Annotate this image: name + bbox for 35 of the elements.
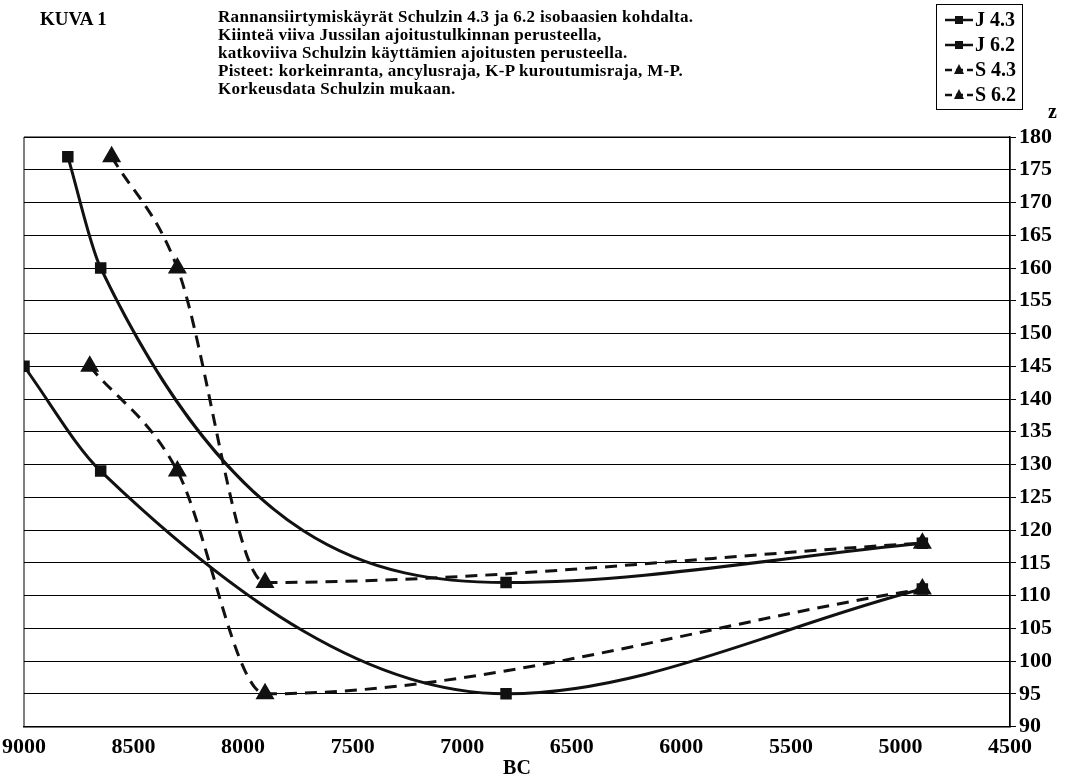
- chart-subtitle: Rannansiirtymiskäyrät Schulzin 4.3 ja 6.2 isobaasien kohdalta. Kiinteä viiva Jussilan ajoitustulkinnan perusteella, katkoviiva Schulzin käyttämien ajoitusten perusteella. Pisteet: korkeinranta, ancylusraja, K-P kuroutumisraja, M-P. Korkeusdata Schulzin mukaan.: [218, 7, 694, 98]
- x-tick-label: 5500: [768, 733, 813, 759]
- y-tick-label: 120: [1019, 515, 1052, 541]
- y-tick-label: 115: [1019, 548, 1051, 574]
- legend-label: S 6.2: [974, 83, 1016, 106]
- x-tick-label: 7500: [330, 733, 375, 759]
- x-tick-label: 7000: [440, 733, 485, 759]
- legend-label: J 6.2: [974, 33, 1015, 56]
- legend-label: S 4.3: [974, 58, 1016, 81]
- x-tick-label: 6500: [549, 733, 594, 759]
- chart-title: KUVA 1: [40, 8, 107, 30]
- y-tick-label: 180: [1019, 122, 1052, 148]
- y-axis-title: z: [1048, 100, 1057, 123]
- x-tick-label: 9000: [2, 733, 46, 759]
- y-tick-label: 110: [1019, 581, 1051, 607]
- x-tick-label: 6000: [659, 733, 704, 759]
- y-tick-label: 125: [1019, 483, 1052, 508]
- x-tick-label: 8500: [111, 733, 156, 759]
- legend-label: J 4.3: [974, 8, 1015, 31]
- y-tick-label: 145: [1019, 351, 1052, 377]
- y-tick-label: 165: [1019, 220, 1052, 246]
- y-tick-label: 100: [1019, 646, 1052, 672]
- y-tick-label: 95: [1019, 679, 1041, 705]
- y-tick-label: 135: [1019, 417, 1052, 443]
- y-tick-label: 150: [1019, 319, 1052, 345]
- x-tick-label: 5000: [878, 733, 923, 759]
- y-tick-label: 130: [1019, 450, 1052, 476]
- y-tick-label: 175: [1019, 155, 1052, 181]
- x-tick-label: 8000: [221, 733, 266, 759]
- y-tick-label: 170: [1019, 188, 1052, 214]
- y-tick-label: 160: [1019, 253, 1052, 279]
- y-tick-label: 105: [1019, 614, 1052, 640]
- x-axis-title: BC: [503, 756, 531, 779]
- y-tick-label: 140: [1019, 384, 1052, 410]
- y-tick-label: 155: [1019, 286, 1052, 312]
